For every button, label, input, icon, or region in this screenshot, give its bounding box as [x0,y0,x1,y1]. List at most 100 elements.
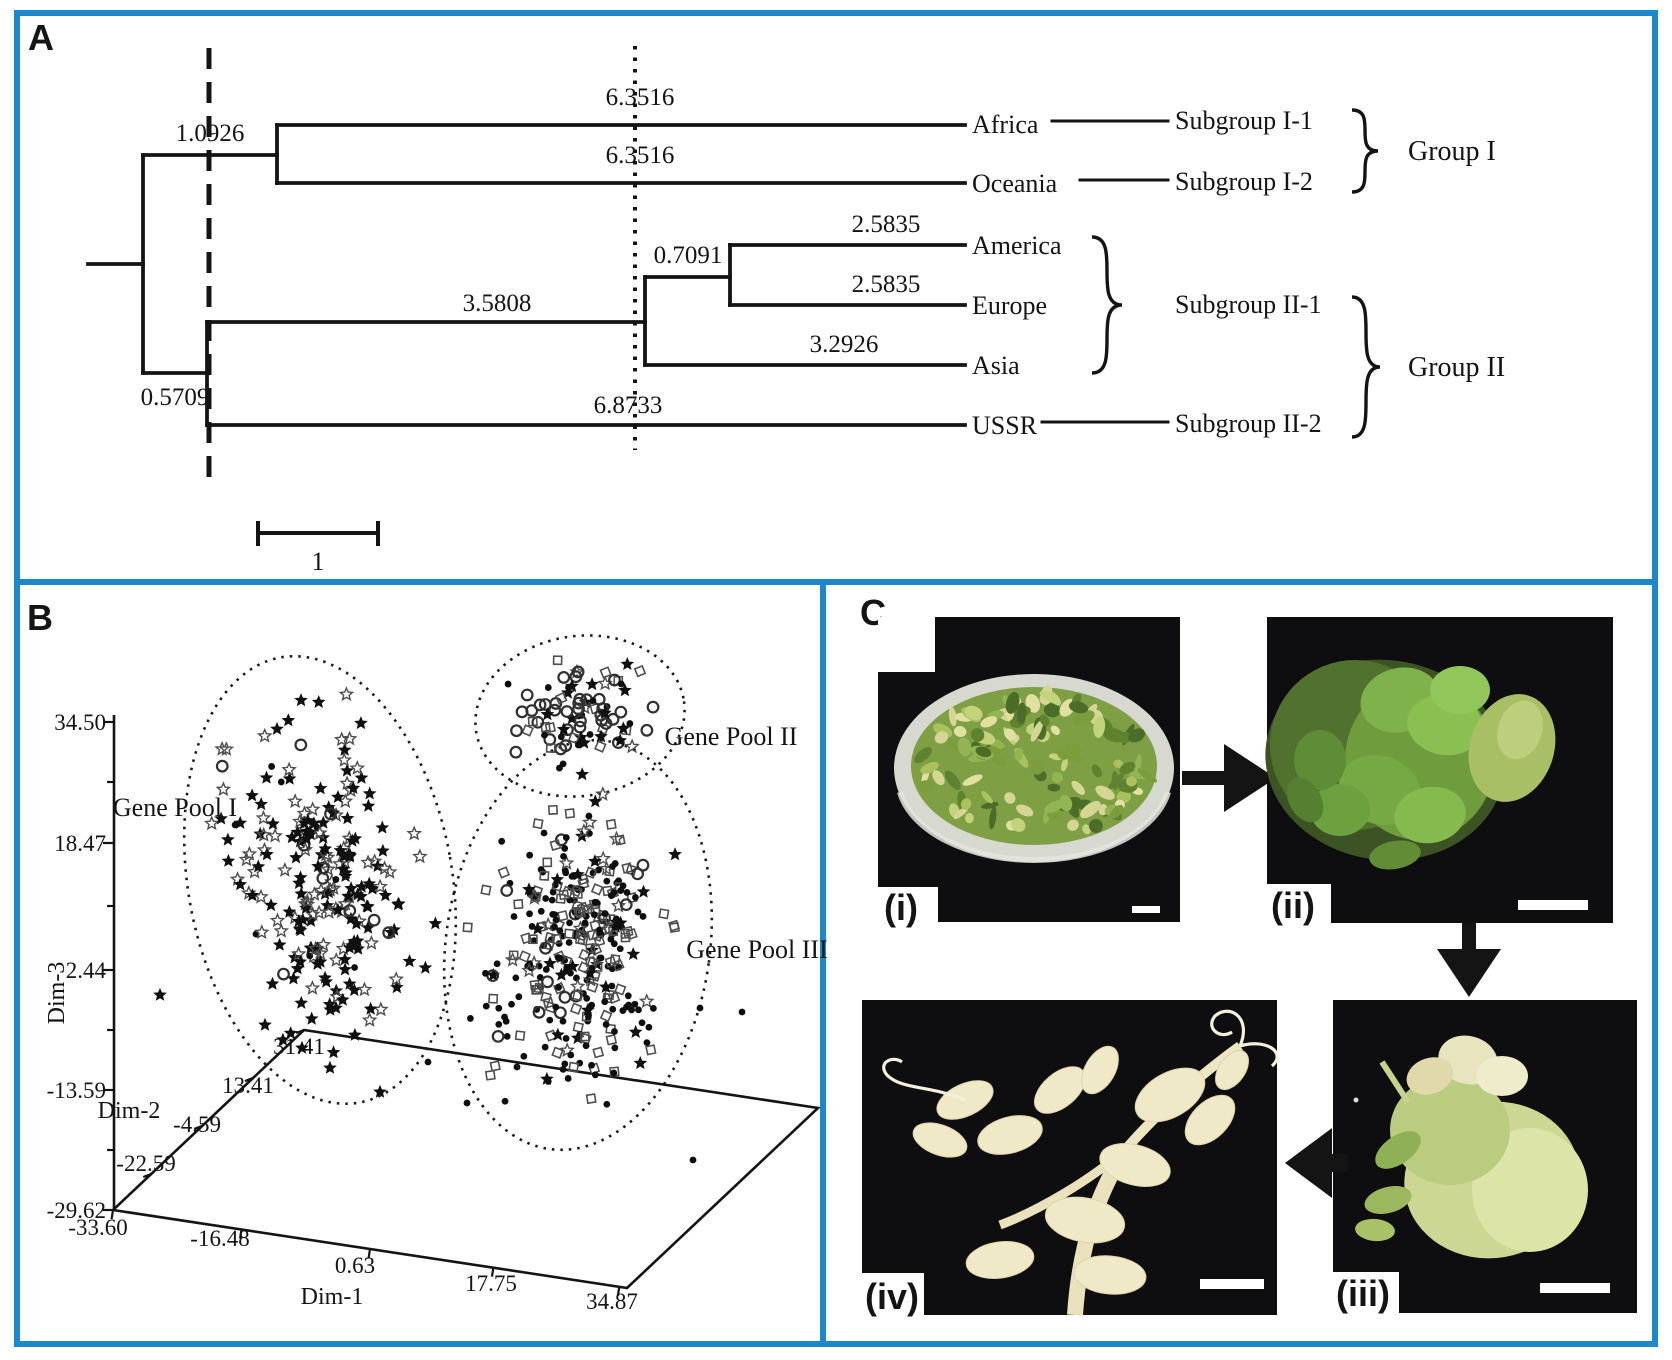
scatter-point-open-circle [215,759,229,773]
scatter-point-open-square [539,870,550,881]
scatter-point-filled-dot [555,984,562,991]
scatter-point-open-square [569,884,583,898]
scatter-point-open-circle [367,913,381,927]
scatter-point-filled-dot [609,1005,617,1013]
scatter-point-filled-star [354,716,368,730]
scatter-point-open-star [388,971,404,986]
scatter-point-filled-star [428,916,443,930]
scatter-point-filled-star [354,889,368,903]
seed-explant [1091,764,1102,778]
scatter-point-open-star [214,740,230,756]
scatter-point-filled-star [286,971,301,985]
seed-explant [1071,780,1085,795]
scatter-point-filled-star [301,813,315,827]
seed-explant [1113,759,1124,769]
scatter-point-open-star [315,936,332,952]
callus-clump [1430,666,1490,714]
scatter-point-filled-dot [277,778,285,786]
scatter-point-open-star [594,786,611,801]
seed-explant [970,728,985,742]
scatter-point-filled-dot [634,908,642,916]
dim3-axis-label: Dim-3 [44,962,70,1025]
scatter-point-filled-dot [586,731,594,738]
scatter-point-open-circle [611,736,625,750]
scatter-point-filled-star [293,923,308,937]
arrow-down-icon [1437,923,1501,997]
scatter-point-open-star [540,916,557,932]
scatter-point-filled-star [344,881,358,895]
axes [110,715,821,1290]
scatter-point-filled-star [348,1027,362,1041]
scatter-point-filled-star [362,786,377,800]
seed-explant [1102,727,1126,743]
photo-ii-label-notch [1267,884,1331,923]
scatter-point-filled-star [299,831,314,845]
tendrils [882,1009,1279,1102]
gene-pool-2-label: Gene Pool II [665,722,798,751]
photo-i: (i) [878,617,1180,928]
scatter-point-filled-star [297,815,312,829]
photo-iv-label: (iv) [865,1276,919,1317]
scatter-point-filled-star [329,1000,343,1014]
scatter-point-filled-star [282,904,297,918]
seed-explant [1011,818,1026,832]
scatter-point-open-circle [619,898,633,912]
scatter-point-open-circle [558,990,572,1004]
scatter-point-filled-star [289,850,303,864]
scatter-point-filled-dot [601,998,609,1006]
seed-explant [920,762,939,774]
scatter-point-filled-star [613,915,628,929]
seed-explant [934,731,949,744]
leaf [1073,1255,1147,1295]
scatter-point-filled-star [585,677,599,691]
callus-spur [1369,840,1421,870]
scatter-point-filled-star [337,742,352,756]
scatter-point-open-square [558,889,570,901]
scatter-point-open-square [599,1009,613,1023]
scatter-point-open-star [256,727,273,743]
scatter-point-filled-dot [591,1071,599,1079]
scatter-point-open-square [584,866,597,879]
scale-bar-i [1132,906,1160,913]
scatter-point-filled-dot [513,1063,521,1071]
seed-explant [1004,792,1016,804]
scatter-point-open-circle [548,703,562,717]
taxon-label-asia: Asia [972,351,1020,380]
scatter-point-filled-star [214,811,228,825]
callus-spur [1286,777,1324,823]
subgroup-label-ii2: Subgroup II-2 [1175,409,1322,438]
scatter-point-filled-star [318,970,332,984]
scatter-point-filled-star [293,954,308,968]
scatter-point-open-square [489,1060,501,1072]
scatter-point-open-square [593,934,606,947]
scatter-point-open-star [572,920,589,936]
taxon-label-europe: Europe [972,291,1047,320]
seed-explant [1072,710,1095,726]
scatter-point-filled-dot [501,1097,509,1105]
scatter-point-filled-star [221,832,235,846]
scatter-point-open-square [497,866,511,879]
dim3-tick-label: 34.50 [54,710,106,735]
scatter-point-filled-dot [482,969,489,977]
scatter-point-open-square [604,955,617,969]
scatter-point-open-star [290,945,307,961]
scatter-point-open-square [572,1021,585,1033]
scatter-point-filled-dot [530,937,538,945]
scatter-point-filled-dot [583,994,591,1002]
scatter-point-open-square [508,950,519,961]
scatter-point-filled-dot [332,876,340,883]
photo-iv-background [862,1000,1277,1315]
scatter-point-filled-dot [626,720,634,727]
scatter-point-open-star [360,854,376,870]
scatter-point-filled-dot [635,1006,642,1014]
scatter-point-open-star [313,882,329,898]
seed-explant [1111,770,1119,791]
branch-value-labels: 1.0926 6.3516 6.3516 0.7091 2.5835 2.583… [141,84,921,419]
seed-explant [981,791,993,804]
scatter-point-open-square [585,1093,597,1105]
scatter-point-filled-dot [562,1035,570,1042]
scatter-point-filled-dot [588,1061,595,1069]
scatter-point-filled-dot [631,1000,639,1008]
scatter-point-filled-dot [601,910,609,917]
